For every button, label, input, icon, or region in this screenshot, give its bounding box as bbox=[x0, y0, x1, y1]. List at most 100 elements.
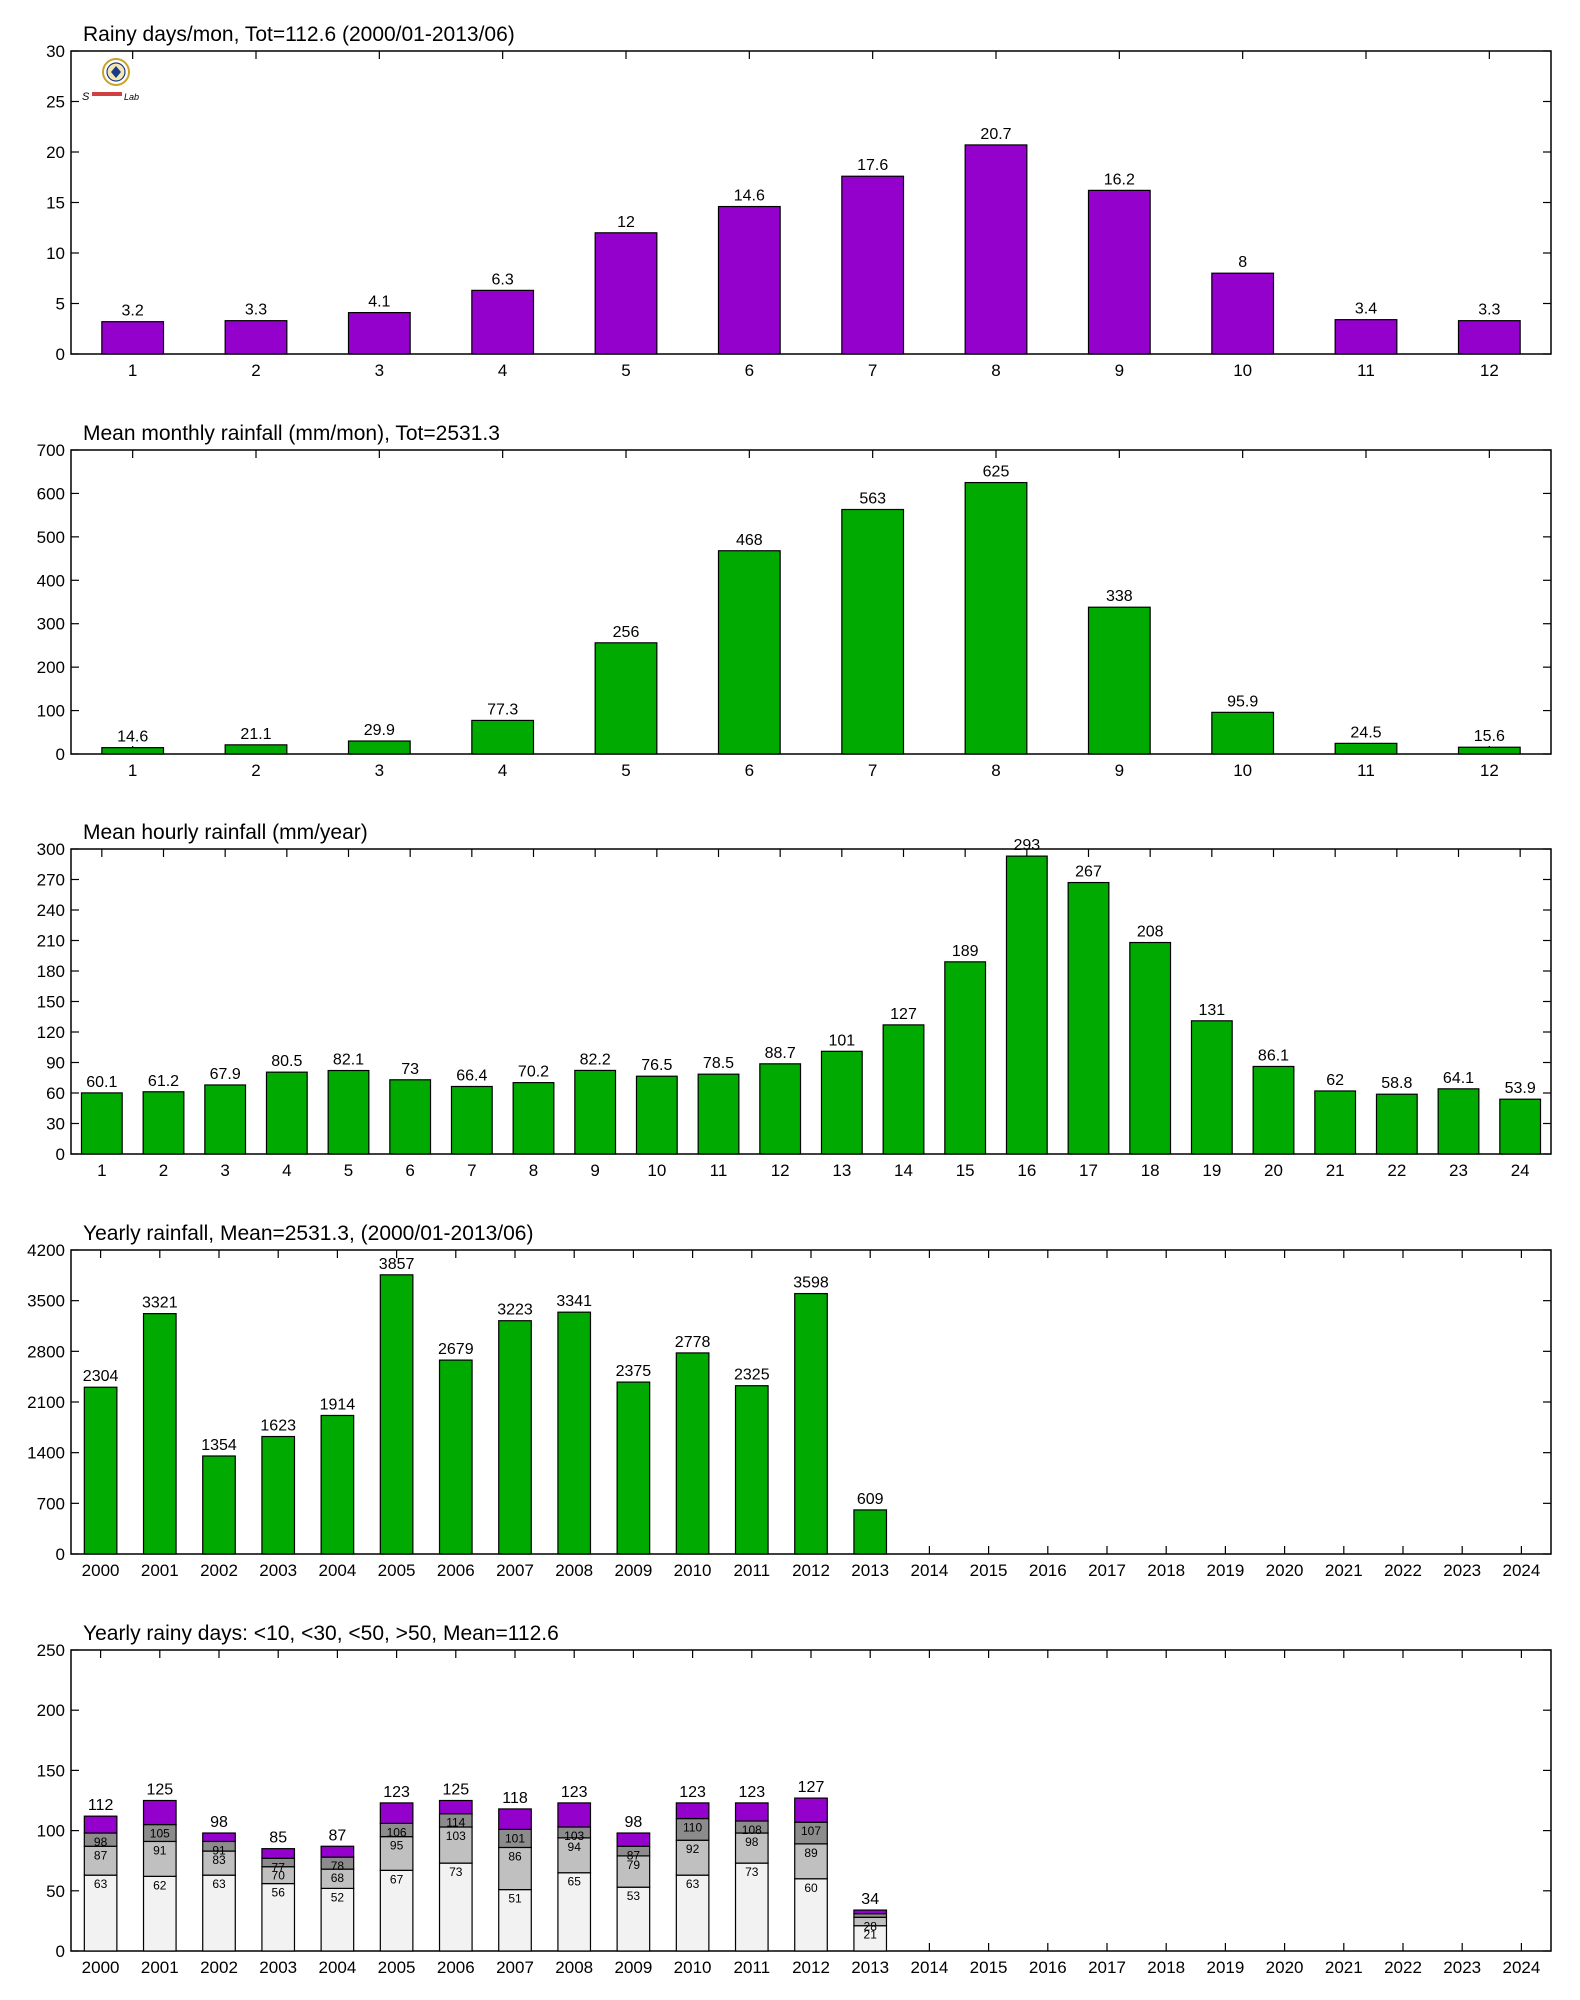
bar-value-label: 189 bbox=[952, 943, 979, 960]
x-tick-label: 2002 bbox=[200, 1958, 238, 1977]
segment-value-label: 91 bbox=[153, 1843, 167, 1857]
stacked-bar-segment bbox=[794, 1797, 828, 1823]
stacked-bar-segment bbox=[616, 1832, 651, 1847]
x-tick-label: 1 bbox=[97, 1161, 106, 1180]
chart-1-title: Rainy days/mon, Tot=112.6 (2000/01-2013/… bbox=[83, 23, 515, 46]
bar-value-label: 86.1 bbox=[1258, 1047, 1289, 1064]
bar-value-label: 82.1 bbox=[333, 1052, 364, 1069]
bar-value-label: 101 bbox=[828, 1032, 855, 1049]
x-tick-label: 2007 bbox=[496, 1958, 534, 1977]
stacked-bar-segment bbox=[734, 1802, 769, 1822]
x-tick-label: 18 bbox=[1141, 1161, 1160, 1180]
y-tick-label: 700 bbox=[37, 441, 65, 460]
bar-value-label: 20.7 bbox=[980, 126, 1011, 143]
x-tick-label: 2000 bbox=[82, 1958, 120, 1977]
stacked-bar-segment bbox=[142, 1799, 177, 1826]
x-tick-label: 2023 bbox=[1443, 1561, 1481, 1580]
x-tick-label: 2022 bbox=[1384, 1561, 1422, 1580]
bar-value-label: 80.5 bbox=[271, 1053, 302, 1070]
x-tick-label: 2010 bbox=[674, 1958, 712, 1977]
bar-value-label: 82.2 bbox=[580, 1051, 611, 1068]
bar bbox=[261, 1435, 296, 1555]
segment-value-label: 77 bbox=[272, 1860, 286, 1874]
bar-total-label: 118 bbox=[502, 1790, 528, 1807]
x-tick-label: 2009 bbox=[614, 1958, 652, 1977]
chart-5-title: Yearly rainy days: <10, <30, <50, >50, M… bbox=[83, 1622, 559, 1645]
y-tick-label: 500 bbox=[37, 528, 65, 547]
y-tick-label: 400 bbox=[37, 571, 65, 590]
bar-value-label: 1914 bbox=[320, 1396, 356, 1413]
stacked-bar-segment bbox=[261, 1848, 296, 1859]
chart-2-frame bbox=[70, 449, 1552, 755]
x-tick-label: 22 bbox=[1387, 1161, 1406, 1180]
bar bbox=[1129, 941, 1172, 1155]
y-tick-label: 4200 bbox=[27, 1241, 65, 1260]
bar-value-label: 64.1 bbox=[1443, 1070, 1474, 1087]
bar-value-label: 29.9 bbox=[364, 722, 395, 739]
bar-value-label: 60.1 bbox=[86, 1074, 117, 1091]
bar-value-label: 609 bbox=[857, 1491, 884, 1508]
bar bbox=[438, 1359, 473, 1555]
x-tick-label: 12 bbox=[1480, 761, 1499, 780]
bar-value-label: 256 bbox=[613, 624, 640, 641]
segment-value-label: 103 bbox=[564, 1829, 584, 1843]
y-tick-label: 250 bbox=[37, 1641, 65, 1660]
bar-total-label: 98 bbox=[210, 1814, 228, 1831]
x-tick-label: 7 bbox=[868, 761, 877, 780]
bar-total-label: 85 bbox=[269, 1830, 287, 1847]
stacked-bar-segment bbox=[853, 1909, 888, 1915]
x-tick-label: 21 bbox=[1326, 1161, 1345, 1180]
y-tick-label: 5 bbox=[56, 295, 65, 314]
y-tick-label: 100 bbox=[37, 1822, 65, 1841]
bar-total-label: 127 bbox=[798, 1779, 825, 1796]
x-tick-label: 2022 bbox=[1384, 1958, 1422, 1977]
bar bbox=[574, 1069, 617, 1155]
bar bbox=[1457, 320, 1521, 355]
bar bbox=[379, 1274, 414, 1555]
y-tick-label: 2100 bbox=[27, 1393, 65, 1412]
y-tick-label: 200 bbox=[37, 658, 65, 677]
bar bbox=[1437, 1088, 1480, 1155]
bar bbox=[224, 744, 288, 755]
y-tick-label: 1400 bbox=[27, 1444, 65, 1463]
bar-value-label: 58.8 bbox=[1381, 1075, 1412, 1092]
bar-value-label: 563 bbox=[859, 490, 886, 507]
bar bbox=[202, 1455, 236, 1555]
segment-value-label: 56 bbox=[272, 1886, 286, 1900]
bar-value-label: 2304 bbox=[83, 1368, 119, 1385]
stacked-bar-segment bbox=[498, 1888, 532, 1952]
stacked-bar-segment bbox=[734, 1862, 769, 1952]
bar bbox=[794, 1292, 828, 1555]
stacked-bar-segment bbox=[320, 1845, 355, 1858]
segment-value-label: 106 bbox=[387, 1825, 407, 1839]
segment-value-label: 87 bbox=[627, 1848, 641, 1862]
x-tick-label: 8 bbox=[529, 1161, 538, 1180]
bar-value-label: 625 bbox=[983, 464, 1010, 481]
x-tick-label: 1 bbox=[128, 361, 137, 380]
bar bbox=[697, 1073, 740, 1155]
segment-value-label: 78 bbox=[331, 1859, 345, 1873]
segment-value-label: 98 bbox=[745, 1835, 759, 1849]
stacked-bar-segment bbox=[557, 1802, 592, 1828]
x-tick-label: 5 bbox=[344, 1161, 353, 1180]
bar bbox=[1211, 711, 1275, 755]
bar-value-label: 3.4 bbox=[1355, 301, 1377, 318]
stacked-bar-segment bbox=[557, 1837, 592, 1874]
x-tick-label: 2001 bbox=[141, 1561, 179, 1580]
y-tick-label: 700 bbox=[37, 1494, 65, 1513]
bar-value-label: 14.6 bbox=[734, 188, 765, 205]
x-tick-label: 2017 bbox=[1088, 1561, 1126, 1580]
stacked-bar-segment bbox=[142, 1840, 177, 1877]
chart-4-title: Yearly rainfall, Mean=2531.3, (2000/01-2… bbox=[83, 1222, 533, 1245]
stacked-bar-segment bbox=[557, 1872, 592, 1952]
segment-value-label: 91 bbox=[212, 1843, 226, 1857]
bar bbox=[471, 719, 535, 755]
x-tick-label: 2014 bbox=[910, 1958, 948, 1977]
segment-value-label: 62 bbox=[153, 1878, 167, 1892]
segment-value-label: 73 bbox=[745, 1865, 759, 1879]
y-tick-label: 120 bbox=[37, 1023, 65, 1042]
bar-value-label: 127 bbox=[890, 1006, 917, 1023]
x-tick-label: 2011 bbox=[734, 1958, 771, 1977]
x-tick-label: 3 bbox=[375, 361, 384, 380]
x-tick-label: 11 bbox=[1357, 361, 1375, 380]
